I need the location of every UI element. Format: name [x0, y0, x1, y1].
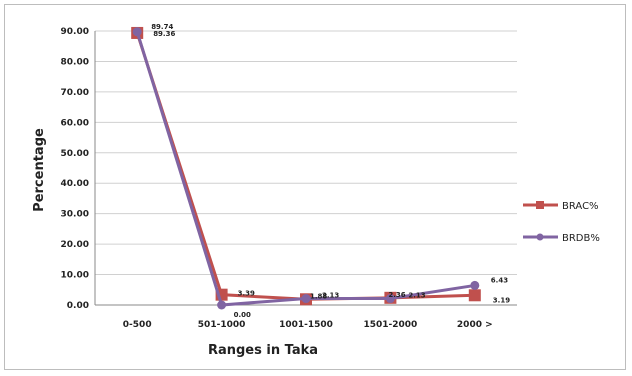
y-tick-label: 10.00 — [61, 271, 89, 281]
y-tick-label: 50.00 — [61, 149, 89, 159]
series-marker — [385, 294, 395, 304]
series-marker — [301, 294, 311, 304]
legend-label: BRDB% — [562, 233, 600, 244]
series-marker — [132, 27, 142, 37]
x-tick-label: 1501-2000 — [363, 320, 417, 330]
legend-label: BRAC% — [562, 201, 599, 212]
series-marker — [468, 289, 481, 302]
data-label: 89.36 — [153, 30, 175, 38]
x-axis-title: Ranges in Taka — [208, 343, 318, 358]
y-tick-label: 30.00 — [61, 210, 89, 220]
y-axis-ticks: 0.00 10.00 20.00 30.00 40.00 50.00 60.00 70.00 8… — [61, 27, 89, 311]
y-tick-label: 70.00 — [61, 88, 89, 98]
y-axis-title: Percentage — [32, 128, 47, 212]
y-tick-label: 90.00 — [61, 27, 89, 37]
x-axis-ticks: 0-500 501-1000 1001-1500 1501-2000 2000 > — [123, 320, 493, 330]
x-tick-label: 0-500 — [123, 320, 152, 330]
series-marker — [470, 280, 480, 290]
gridlines — [94, 30, 517, 306]
legend-marker — [536, 233, 544, 241]
data-label: 1.88 — [310, 292, 327, 300]
data-label: 3.39 — [238, 290, 255, 298]
series-marker — [217, 300, 227, 310]
data-labels: 89.36 3.39 1.88 2.36 3.19 89.74 0.00 2.13 2.13 6.… — [151, 23, 510, 319]
y-tick-label: 0.00 — [67, 301, 89, 311]
series-lines — [131, 26, 481, 310]
x-tick-label: 2000 > — [457, 320, 493, 330]
legend-marker — [536, 201, 544, 209]
legend: BRAC% BRDB% — [523, 201, 600, 244]
y-tick-label: 80.00 — [61, 57, 89, 67]
y-tick-label: 60.00 — [61, 118, 89, 128]
chart-frame: 0.00 10.00 20.00 30.00 40.00 50.00 60.00 70.00 8… — [4, 4, 626, 370]
data-label: 6.43 — [491, 276, 508, 284]
data-label: 89.74 — [151, 23, 173, 31]
series-line — [135, 31, 476, 307]
y-tick-label: 40.00 — [61, 179, 89, 189]
x-tick-label: 1001-1500 — [279, 320, 333, 330]
data-label: 2.36 — [388, 291, 405, 299]
line-chart: 0.00 10.00 20.00 30.00 40.00 50.00 60.00 70.00 8… — [32, 23, 600, 358]
y-tick-label: 20.00 — [61, 240, 89, 250]
data-label: 0.00 — [234, 311, 251, 319]
data-label: 2.13 — [408, 292, 425, 300]
x-tick-label: 501-1000 — [198, 320, 246, 330]
series-line — [135, 32, 475, 301]
data-label: 2.13 — [322, 292, 339, 300]
data-label: 3.19 — [493, 296, 510, 304]
